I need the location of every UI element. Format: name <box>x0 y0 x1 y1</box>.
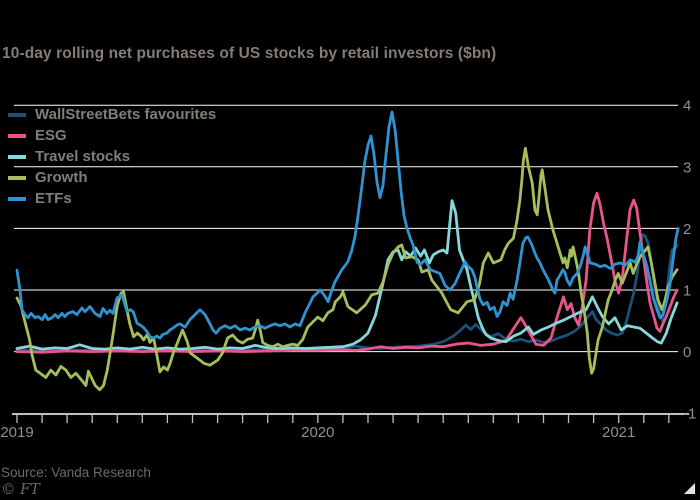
svg-text:2020: 2020 <box>301 424 334 441</box>
legend-swatch-icon <box>8 112 26 117</box>
svg-text:4: 4 <box>683 98 691 115</box>
ft-logo: © FT <box>1 482 40 498</box>
series-line-etfs <box>15 110 680 340</box>
legend-item-travel-stocks: Travel stocks <box>8 146 216 167</box>
svg-text:2: 2 <box>683 221 691 238</box>
legend-label: ESG <box>35 127 67 144</box>
legend-item-esg: ESG <box>8 125 216 146</box>
corner-triangle-icon <box>684 483 695 494</box>
svg-text:2021: 2021 <box>602 424 635 441</box>
legend-label: WallStreetBets favourites <box>35 106 217 123</box>
svg-text:2019: 2019 <box>0 424 33 441</box>
legend-swatch-icon <box>8 196 26 201</box>
chart-title: 10-day rolling net purchases of US stock… <box>2 45 497 62</box>
x-axis-labels: 2019 2020 2021 <box>0 424 635 441</box>
legend-label: Growth <box>35 169 88 186</box>
svg-text:1: 1 <box>683 283 691 300</box>
legend-item-etfs: ETFs <box>8 188 216 209</box>
source-credit: Source: Vanda Research <box>1 465 151 480</box>
legend-item-growth: Growth <box>8 167 216 188</box>
legend: WallStreetBets favourites ESG Travel sto… <box>8 104 216 209</box>
legend-item-wallstreetbets: WallStreetBets favourites <box>8 104 216 125</box>
legend-swatch-icon <box>8 154 26 159</box>
legend-label: ETFs <box>35 190 72 207</box>
series-paths <box>15 110 680 392</box>
series-line-growth <box>15 146 679 392</box>
legend-swatch-icon <box>8 175 26 180</box>
series-line-wallstreetbets-favourites <box>15 233 679 352</box>
x-axis <box>12 413 689 423</box>
legend-swatch-icon <box>8 133 26 138</box>
svg-text:3: 3 <box>683 159 691 176</box>
svg-text:-1: -1 <box>683 406 696 423</box>
legend-label: Travel stocks <box>35 148 131 165</box>
y-axis-labels: 4 3 2 1 0 -1 <box>683 98 696 423</box>
series-line-travel-stocks <box>15 199 679 351</box>
series-line-esg <box>15 191 679 354</box>
svg-text:0: 0 <box>683 344 691 361</box>
